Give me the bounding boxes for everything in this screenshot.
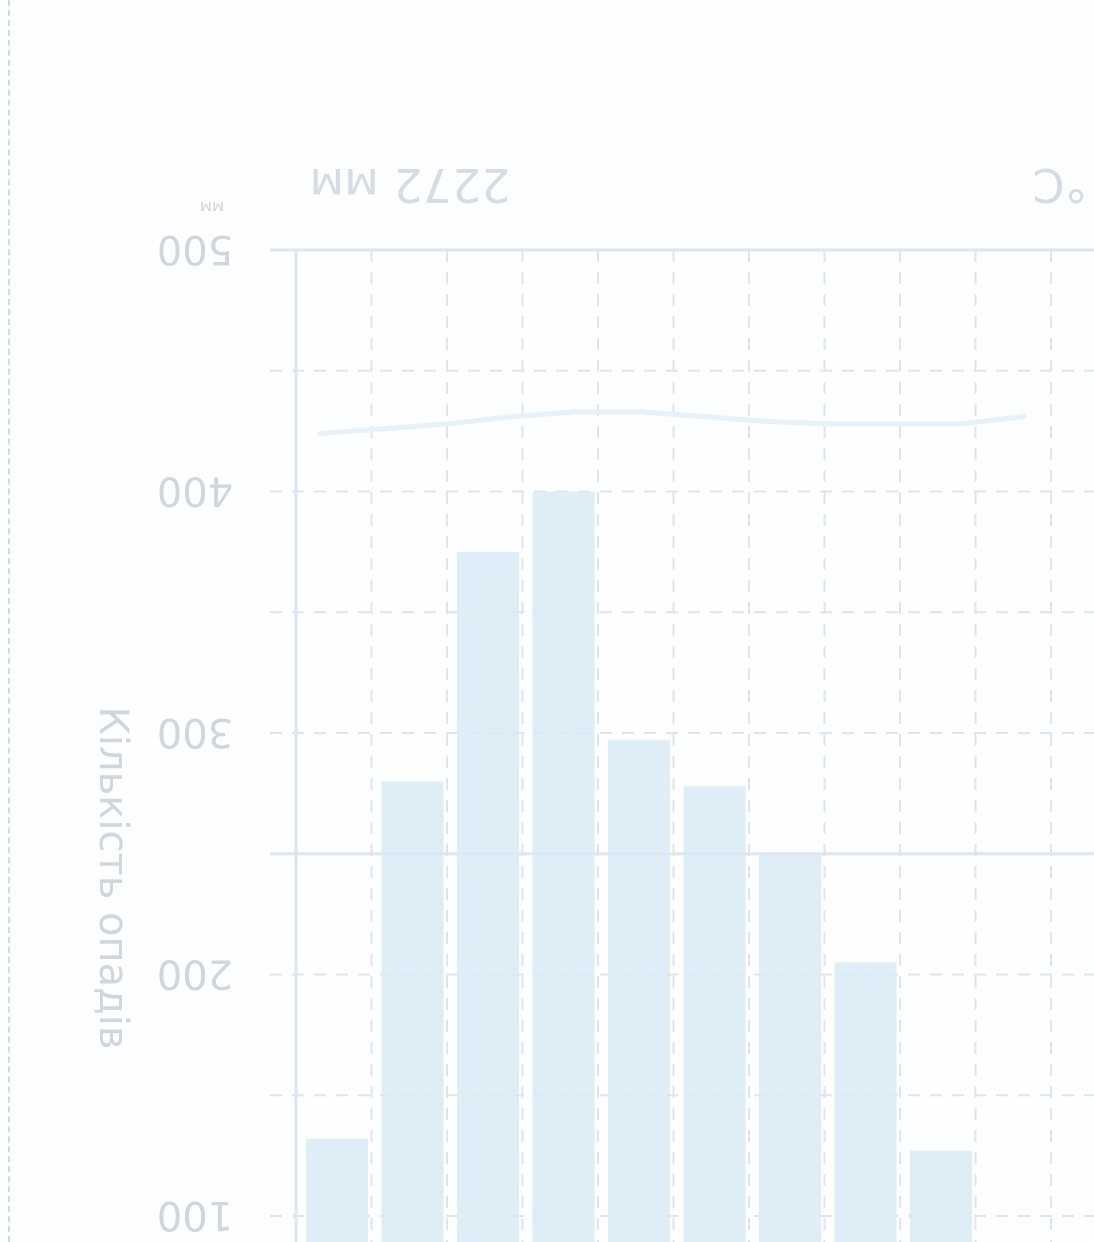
bar xyxy=(306,1138,368,1242)
y-tick-label: 200 xyxy=(157,951,233,997)
bar xyxy=(683,786,746,1242)
bar xyxy=(834,962,897,1242)
bar xyxy=(910,1150,972,1242)
bar xyxy=(608,740,670,1242)
y-axis-title: Кількість опадів xyxy=(90,707,136,1050)
bar xyxy=(457,551,519,1242)
bar xyxy=(532,491,595,1242)
bar xyxy=(759,853,821,1242)
y-unit-label: мм xyxy=(200,198,224,217)
left-edge-divider xyxy=(8,0,10,1242)
y-tick-label: 100 xyxy=(157,1192,233,1238)
y-tick-label: 300 xyxy=(157,709,233,755)
bar xyxy=(381,781,444,1242)
chart-title-left: 2272 мм xyxy=(309,158,510,212)
y-tick-label: 400 xyxy=(157,468,233,514)
y-tick-label: 500 xyxy=(157,226,233,272)
chart-title-right: °С xyxy=(1032,158,1087,212)
series-line xyxy=(317,409,1027,437)
